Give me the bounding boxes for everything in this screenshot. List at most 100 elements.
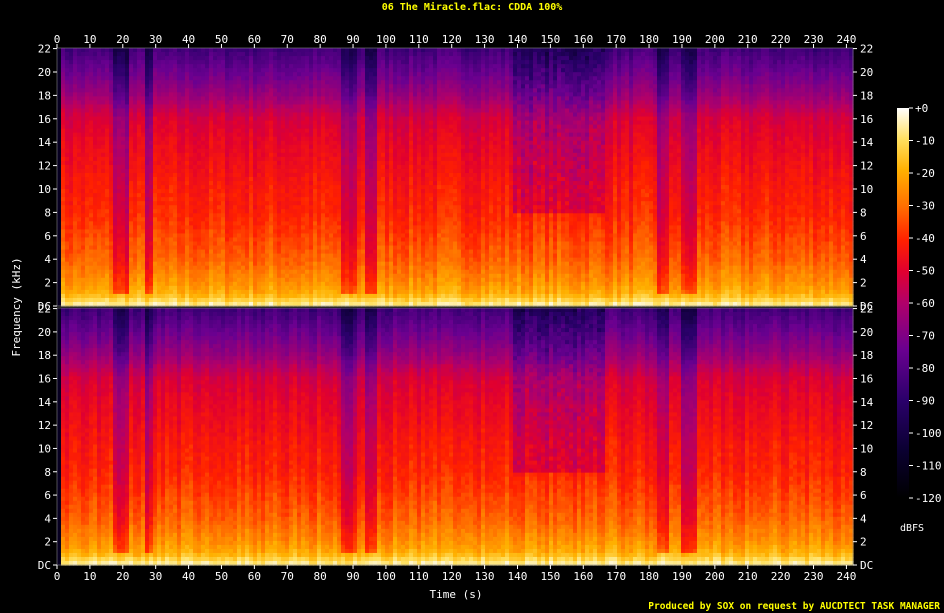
x-tick-label: 80: [314, 33, 327, 46]
y-tick-label: 14: [860, 136, 874, 149]
x-tick-label: 240: [836, 570, 856, 583]
x-tick-label: 230: [804, 33, 824, 46]
y-tick-label: 18: [860, 349, 873, 362]
y-tick-label: 18: [38, 349, 51, 362]
x-tick-label: 50: [215, 33, 228, 46]
x-tick-label: 10: [83, 33, 96, 46]
y-tick-label: 10: [38, 183, 51, 196]
y-tick-label: 14: [38, 396, 52, 409]
y-tick-label: 4: [44, 512, 51, 525]
x-tick-label: 220: [771, 33, 791, 46]
x-tick-label: 130: [475, 33, 495, 46]
x-tick-label: 210: [738, 570, 758, 583]
colorbar-tick-label: +0: [915, 102, 928, 115]
y-tick-label: 16: [38, 113, 51, 126]
colorbar-tick-label: -30: [915, 200, 935, 213]
x-axis-label: Time (s): [430, 588, 483, 601]
x-tick-label: 0: [54, 570, 61, 583]
x-tick-label: 40: [182, 570, 195, 583]
x-tick-label: 170: [606, 570, 626, 583]
colorbar-tick-label: -80: [915, 362, 935, 375]
y-tick-label: 2: [44, 536, 51, 549]
colorbar-ticks: +0-10-20-30-40-50-60-70-80-90-100-110-12…: [909, 102, 942, 505]
x-tick-label: 50: [215, 570, 228, 583]
colorbar: [897, 108, 909, 498]
x-tick-label: 60: [248, 570, 261, 583]
x-tick-label: 150: [540, 33, 560, 46]
y-tick-label: 16: [860, 373, 873, 386]
y-tick-label: 20: [860, 326, 873, 339]
x-tick-label: 110: [409, 33, 429, 46]
x-tick-label: 70: [281, 570, 294, 583]
x-tick-label: 210: [738, 33, 758, 46]
x-tick-label: 110: [409, 570, 429, 583]
credit-text: Produced by SOX on request by AUCDTECT T…: [648, 601, 940, 612]
y-tick-label: 8: [860, 206, 867, 219]
y-tick-label: 8: [44, 466, 51, 479]
y-tick-label: 4: [860, 512, 867, 525]
y-tick-label: 6: [44, 489, 51, 502]
colorbar-tick-label: -110: [915, 460, 942, 473]
x-tick-label: 60: [248, 33, 261, 46]
x-tick-label: 90: [346, 570, 359, 583]
y-tick-label: 20: [38, 66, 51, 79]
y-tick-label: 18: [860, 89, 873, 102]
y-tick-label: 4: [44, 253, 51, 266]
colorbar-tick-label: -70: [915, 330, 935, 343]
colorbar-label: dBFS: [900, 523, 924, 534]
y-tick-label: 10: [860, 183, 873, 196]
colorbar-tick-label: -120: [915, 492, 942, 505]
chart-title: 06 The Miracle.flac: CDDA 100%: [382, 1, 563, 13]
x-tick-label: 0: [54, 33, 61, 46]
y-tick-label: DC: [38, 559, 51, 572]
x-tick-label: 80: [314, 570, 327, 583]
x-tick-label: 240: [836, 33, 856, 46]
y-tick-label: 22: [860, 43, 873, 56]
y-tick-label: 2: [44, 277, 51, 290]
y-tick-label: 2: [860, 536, 867, 549]
y-tick-label: 6: [860, 489, 867, 502]
y-tick-label: 8: [860, 466, 867, 479]
colorbar-tick-label: -50: [915, 265, 935, 278]
colorbar-tick-label: -40: [915, 232, 935, 245]
y-tick-label: 8: [44, 206, 51, 219]
x-tick-label: 170: [606, 33, 626, 46]
y-tick-label: 22: [38, 43, 51, 56]
x-tick-label: 100: [376, 33, 396, 46]
y-tick-label: 20: [38, 326, 51, 339]
y-tick-label: 6: [860, 230, 867, 243]
x-tick-label: 90: [346, 33, 359, 46]
y-tick-label: 20: [860, 66, 873, 79]
x-tick-label: 130: [475, 570, 495, 583]
x-axis-top: 0 10 20 30 40 50 60 70 80 90 100 110 120 130 140 150 160…: [54, 33, 857, 48]
colorbar-tick-label: -90: [915, 395, 935, 408]
y-tick-label: 16: [38, 373, 51, 386]
y-tick-label: 12: [860, 419, 873, 432]
colorbar-tick-label: -20: [915, 167, 935, 180]
x-tick-label: 30: [149, 33, 162, 46]
y-tick-label: 12: [38, 160, 51, 173]
x-tick-label: 180: [639, 570, 659, 583]
y-tick-label: 14: [38, 136, 52, 149]
spectrogram-channel-left: [57, 48, 854, 307]
x-tick-label: 160: [573, 570, 593, 583]
x-tick-label: 180: [639, 33, 659, 46]
y-axis-label: Frequency (kHz): [10, 257, 23, 356]
y-tick-label: 18: [38, 89, 51, 102]
x-tick-label: 70: [281, 33, 294, 46]
x-tick-label: 140: [508, 570, 528, 583]
y-tick-label: 4: [860, 253, 867, 266]
x-tick-label: 160: [573, 33, 593, 46]
x-tick-label: 230: [804, 570, 824, 583]
y-tick-label: 14: [860, 396, 874, 409]
x-axis-bottom: 0 10 20 30 40 50 60 70 80 90 100 110 120 130 140 150 160…: [54, 565, 857, 583]
x-tick-label: 40: [182, 33, 195, 46]
x-tick-label: 150: [540, 570, 560, 583]
y-tick-label: 12: [860, 160, 873, 173]
x-tick-label: 200: [705, 33, 725, 46]
x-tick-label: 120: [442, 570, 462, 583]
y-tick-label: 10: [38, 442, 51, 455]
x-tick-label: 10: [83, 570, 96, 583]
x-tick-label: 190: [672, 33, 692, 46]
y-tick-label: 16: [860, 113, 873, 126]
